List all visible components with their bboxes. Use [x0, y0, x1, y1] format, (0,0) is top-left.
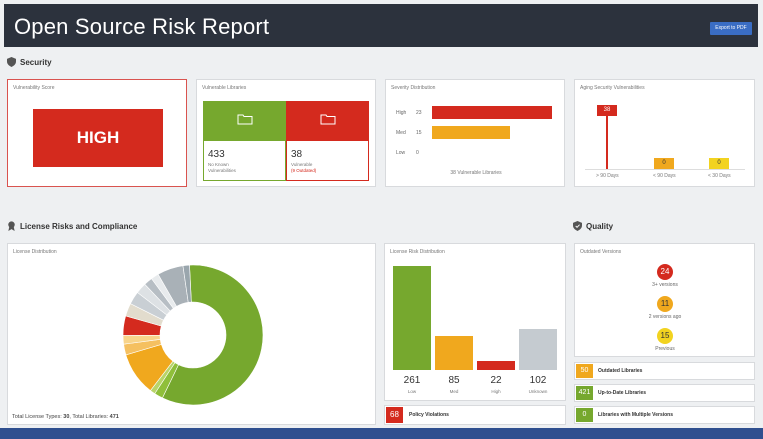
card-title: Severity Distribution: [391, 85, 436, 91]
card-title: Outdated Versions: [580, 249, 622, 255]
license-risk-card: License Risk Distribution 261 Low 85 Med 22 H…: [384, 243, 566, 401]
folder-icon: [320, 114, 336, 125]
license-totals: Total License Types: 30, Total Libraries…: [12, 414, 119, 420]
safe-libraries-tile[interactable]: [203, 101, 286, 141]
severity-row-value: 23: [416, 110, 422, 116]
aging-under30-badge[interactable]: 0: [709, 158, 729, 169]
quality-row-label: Outdated Libraries: [598, 368, 643, 374]
license-heading: License Risks and Compliance: [7, 221, 137, 231]
quality-heading-label: Quality: [586, 221, 614, 231]
quality-summary-row[interactable]: 421 Up-to-Date Libraries: [574, 384, 755, 402]
aging-label: < 30 Days: [708, 173, 731, 179]
license-risk-bar[interactable]: [519, 329, 557, 370]
license-donut-chart: [122, 264, 264, 406]
total-license-types: 30: [63, 414, 70, 420]
page-title: Open Source Risk Report: [14, 14, 270, 39]
license-risk-label: Low: [407, 389, 417, 394]
aging-vulnerabilities-card: Aging Security Vulnerabilities 38 0 0 > …: [574, 79, 755, 187]
policy-violations-row[interactable]: 68 Policy Violations: [384, 405, 566, 425]
license-donut-slice[interactable]: [161, 264, 264, 406]
vulnerable-libraries-info: 38 Vulnerable (9 Outdated): [286, 141, 369, 181]
vulnerability-score-value: HIGH: [33, 109, 163, 167]
severity-bar[interactable]: [432, 106, 552, 119]
license-risk-label: Unknown: [528, 389, 548, 394]
outdated-version-count[interactable]: 24: [657, 264, 673, 280]
aging-stem: [606, 114, 608, 169]
license-distribution-card: License Distribution Total License Types…: [7, 243, 376, 425]
license-risk-value: 102: [529, 375, 547, 386]
quality-row-count: 0: [576, 408, 593, 422]
license-risk-bar[interactable]: [435, 336, 473, 370]
card-title: License Risk Distribution: [390, 249, 445, 255]
aging-axis: [585, 169, 745, 170]
totals-prefix: Total License Types:: [12, 414, 62, 420]
totals-mid: , Total Libraries:: [69, 414, 109, 420]
vulnerable-label-wrap: Vulnerable (9 Outdated): [291, 162, 316, 174]
safe-libraries-info: 433 No Known Vulnerabilities: [203, 141, 286, 181]
outdated-version-count[interactable]: 15: [657, 328, 673, 344]
report-header: Open Source Risk Report Export to PDF: [4, 4, 758, 47]
severity-row-value: 0: [416, 150, 419, 156]
outdated-version-count[interactable]: 11: [657, 296, 673, 312]
outdated-version-label: Previous: [655, 346, 675, 352]
aging-label: < 90 Days: [653, 173, 676, 179]
license-risk-bar[interactable]: [393, 266, 431, 370]
quality-summary-row[interactable]: 50 Outdated Libraries: [574, 362, 755, 380]
shield-icon: [7, 57, 16, 67]
vulnerable-count: 38: [291, 149, 303, 160]
license-risk-label: Med: [449, 389, 459, 394]
quality-row-label: Up-to-Date Libraries: [598, 390, 647, 396]
license-risk-label: High: [491, 389, 501, 394]
severity-row-label: Low: [396, 150, 406, 156]
quality-heading: Quality: [573, 221, 613, 231]
severity-row-label: Med: [396, 130, 406, 136]
outdated-note: (9 Outdated): [291, 168, 317, 173]
license-risk-value: 261: [403, 375, 421, 386]
outdated-version-label: 3+ versions: [652, 282, 678, 288]
export-pdf-button[interactable]: Export to PDF: [710, 22, 752, 35]
vulnerable-label: Vulnerable: [291, 162, 313, 167]
safe-label: No Known Vulnerabilities: [208, 162, 236, 173]
license-risk-value: 85: [448, 375, 460, 386]
card-title: Vulnerability Score: [13, 85, 55, 91]
quality-row-label: Libraries with Multiple Versions: [598, 412, 674, 418]
severity-row-value: 15: [416, 130, 422, 136]
quality-row-count: 421: [576, 386, 593, 400]
quality-row-count: 50: [576, 364, 593, 378]
aging-90plus-badge[interactable]: 38: [597, 105, 617, 116]
quality-summary-row[interactable]: 0 Libraries with Multiple Versions: [574, 406, 755, 424]
aging-label: > 90 Days: [596, 173, 619, 179]
license-risk-value: 22: [490, 375, 502, 386]
safe-count: 433: [208, 149, 225, 160]
card-title: License Distribution: [13, 249, 57, 255]
total-libraries: 471: [109, 414, 119, 420]
vulnerable-libraries-tile[interactable]: [286, 101, 369, 141]
license-donut-slice[interactable]: [182, 264, 192, 303]
security-heading: Security: [7, 57, 52, 67]
card-title: Vulnerable Libraries: [202, 85, 247, 91]
license-risk-bar[interactable]: [477, 361, 515, 370]
bottom-bar: [0, 428, 763, 439]
license-heading-label: License Risks and Compliance: [20, 221, 138, 231]
severity-row-label: High: [396, 110, 407, 116]
policy-violations-count: 68: [386, 407, 403, 423]
severity-bar[interactable]: [432, 126, 511, 139]
security-heading-label: Security: [20, 57, 52, 67]
vulnerable-libraries-card: Vulnerable Libraries 433 No Known Vulner…: [196, 79, 376, 187]
folder-icon: [237, 114, 253, 125]
outdated-versions-card: Outdated Versions 24 3+ versions 11 2 versi…: [574, 243, 755, 357]
ribbon-icon: [8, 221, 15, 231]
policy-violations-label: Policy Violations: [409, 412, 449, 418]
aging-under90-badge[interactable]: 0: [654, 158, 674, 169]
outdated-version-label: 2 versions ago: [648, 314, 682, 320]
card-title: Aging Security Vulnerabilities: [580, 85, 645, 91]
shield-check-icon: [573, 221, 582, 231]
severity-footer: 38 Vulnerable Libraries: [450, 170, 502, 176]
severity-distribution-card: Severity Distribution High 23 Med 15 Low 0 38…: [385, 79, 565, 187]
vulnerability-score-card: Vulnerability Score HIGH: [7, 79, 187, 187]
